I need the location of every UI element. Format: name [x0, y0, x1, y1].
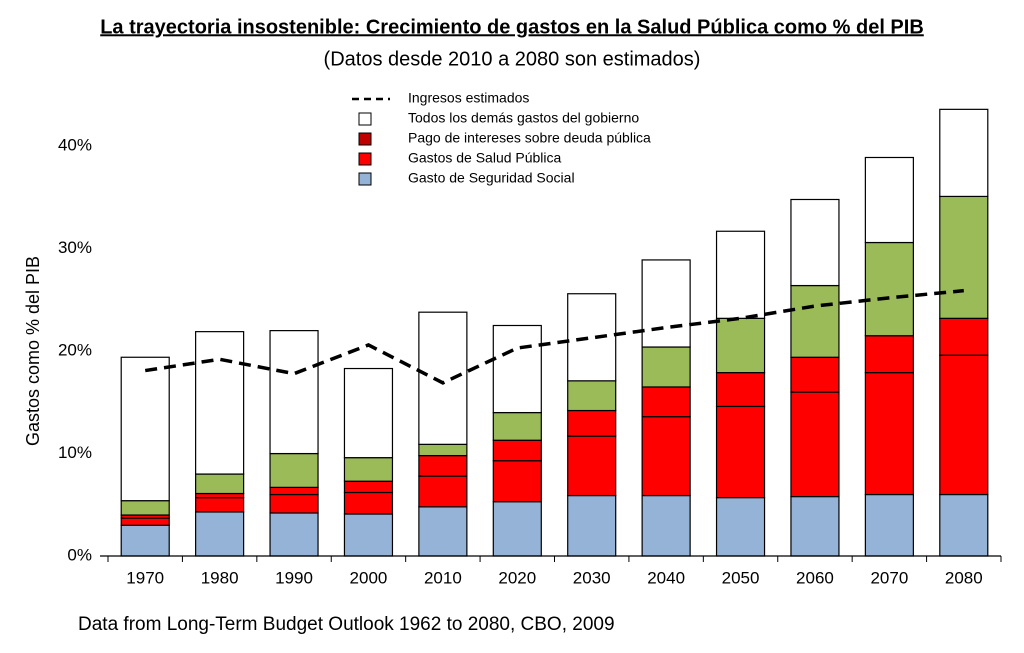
legend-label: Pago de intereses sobre deuda pública — [408, 130, 651, 146]
bar-segment — [790, 495, 840, 557]
legend-label: Gastos de Salud Pública — [408, 150, 562, 166]
bar-segment — [343, 457, 394, 482]
bar-segment — [864, 156, 914, 244]
bar-segment — [715, 372, 766, 408]
bar-segment — [418, 443, 468, 457]
x-tick-label: 2070 — [870, 568, 908, 587]
bar-segment — [418, 506, 468, 557]
x-tick-label: 2010 — [424, 568, 462, 587]
x-tick-label: 2020 — [498, 568, 536, 587]
bar-segment — [715, 405, 766, 499]
bar-segment — [492, 324, 542, 414]
bar-segment — [492, 460, 542, 503]
x-tick-label: 2040 — [647, 568, 685, 587]
x-tick-label: 2060 — [796, 568, 834, 587]
bar-segment — [492, 411, 542, 441]
legend-label: Todos los demás gastos del gobierno — [408, 110, 639, 126]
bar-segment — [864, 372, 914, 496]
bar-segment — [567, 293, 617, 382]
bar-segment — [715, 317, 766, 374]
bar-segment — [492, 501, 542, 557]
bar-segment — [641, 386, 691, 418]
bar-segment — [195, 473, 245, 495]
y-tick-label: 30% — [58, 238, 92, 257]
bar-segment — [195, 497, 245, 513]
bar-segment — [715, 497, 766, 557]
x-tick-label: 2080 — [945, 568, 983, 587]
legend-swatch — [358, 132, 372, 146]
bar-segment — [939, 317, 989, 356]
legend-swatch — [358, 112, 372, 126]
chart-subtitle: (Datos desde 2010 a 2080 son estimados) — [324, 48, 701, 70]
y-axis-label: Gastos como % del PIB — [23, 256, 43, 446]
bar-segment — [418, 455, 468, 477]
bar-segment — [418, 475, 468, 508]
bar-segment — [864, 335, 914, 374]
legend-label: Ingresos estimados — [408, 90, 529, 106]
bar-segment — [343, 480, 394, 494]
x-tick-label: 2050 — [722, 568, 760, 587]
chart-title: La trayectoria insostenible: Crecimiento… — [100, 16, 924, 38]
bar-segment — [790, 391, 840, 498]
bar-segment — [418, 311, 468, 445]
x-tick-label: 2000 — [350, 568, 388, 587]
bar-segment — [269, 452, 319, 488]
bar-segment — [195, 511, 245, 557]
bar-segment — [195, 492, 245, 499]
bar-segment — [790, 284, 840, 358]
bar-segment — [715, 230, 766, 319]
bar-segment — [120, 500, 170, 516]
x-tick-label: 1970 — [126, 568, 164, 587]
y-tick-label: 20% — [58, 341, 92, 360]
bar-segment — [641, 346, 691, 388]
bar-segment — [120, 356, 170, 502]
y-tick-label: 40% — [58, 136, 92, 155]
bar-segment — [269, 330, 319, 455]
bar-segment — [567, 409, 617, 437]
bar-segment — [939, 108, 989, 198]
bar-segment — [567, 435, 617, 497]
bar-segment — [343, 513, 394, 557]
x-tick-label: 2030 — [573, 568, 611, 587]
bar-segment — [120, 517, 170, 526]
legend-swatch — [358, 152, 372, 166]
bar-segment — [939, 195, 989, 319]
bar-segment — [492, 439, 542, 462]
y-tick-label: 10% — [58, 443, 92, 462]
bar-segment — [790, 198, 840, 287]
bar-segment — [939, 354, 989, 496]
bar-segment — [269, 493, 319, 514]
bar-segment — [790, 356, 840, 393]
bar-segment — [641, 494, 691, 557]
y-tick-label: 0% — [67, 545, 92, 564]
bar-segment — [269, 512, 319, 557]
revenue-line — [144, 288, 964, 385]
bar-segment — [269, 486, 319, 496]
legend-swatch — [358, 172, 372, 186]
legend-label: Gasto de Seguridad Social — [408, 170, 575, 186]
bar-segment — [864, 493, 914, 557]
bar-segment — [343, 491, 394, 515]
bar-segment — [641, 416, 691, 497]
bar-segment — [567, 494, 617, 557]
bar-segment — [939, 493, 989, 557]
bar-segment — [195, 331, 245, 475]
bar-segment — [641, 259, 691, 348]
bar-segment — [120, 524, 170, 557]
source-note: Data from Long-Term Budget Outlook 1962 … — [78, 614, 615, 635]
x-tick-label: 1990 — [275, 568, 313, 587]
bar-segment — [343, 367, 394, 459]
bar-segment — [864, 241, 914, 337]
x-tick-label: 1980 — [201, 568, 239, 587]
bar-segment — [567, 380, 617, 412]
